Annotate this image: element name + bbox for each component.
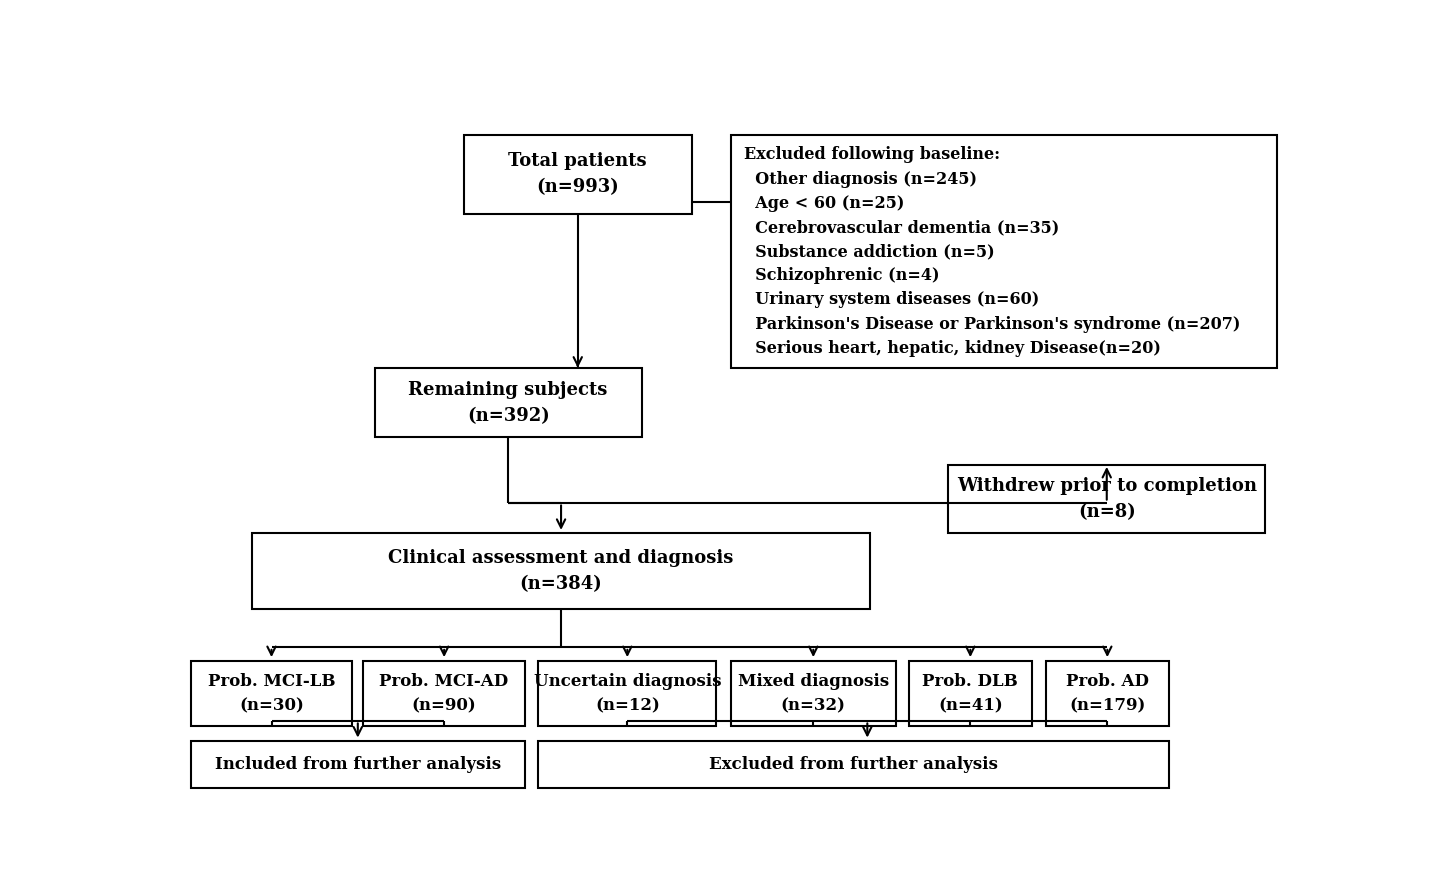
Text: Excluded from further analysis: Excluded from further analysis xyxy=(708,756,997,773)
Text: Prob. MCI-LB
(n=30): Prob. MCI-LB (n=30) xyxy=(208,672,335,714)
Bar xyxy=(375,369,642,438)
Text: Prob. MCI-AD
(n=90): Prob. MCI-AD (n=90) xyxy=(379,672,509,714)
Text: Included from further analysis: Included from further analysis xyxy=(214,756,502,773)
Text: Prob. AD
(n=179): Prob. AD (n=179) xyxy=(1066,672,1148,714)
Bar xyxy=(464,135,693,213)
Bar xyxy=(191,741,525,788)
Bar xyxy=(1046,661,1168,726)
Text: Excluded following baseline:
  Other diagnosis (n=245)
  Age < 60 (n=25)
  Cereb: Excluded following baseline: Other diagn… xyxy=(744,146,1240,356)
Bar xyxy=(191,661,352,726)
Text: Mixed diagnosis
(n=32): Mixed diagnosis (n=32) xyxy=(737,672,890,714)
Text: Clinical assessment and diagnosis
(n=384): Clinical assessment and diagnosis (n=384… xyxy=(388,549,734,593)
Bar xyxy=(539,661,717,726)
Bar xyxy=(539,741,1168,788)
Text: Uncertain diagnosis
(n=12): Uncertain diagnosis (n=12) xyxy=(533,672,721,714)
Bar xyxy=(731,661,895,726)
Text: Prob. DLB
(n=41): Prob. DLB (n=41) xyxy=(923,672,1019,714)
Text: Remaining subjects
(n=392): Remaining subjects (n=392) xyxy=(408,381,608,425)
Bar xyxy=(251,533,871,609)
Bar xyxy=(910,661,1032,726)
Bar xyxy=(364,661,525,726)
Bar xyxy=(731,135,1276,369)
Text: Total patients
(n=993): Total patients (n=993) xyxy=(509,153,647,196)
Text: Withdrew prior to completion
(n=8): Withdrew prior to completion (n=8) xyxy=(957,477,1257,521)
Bar xyxy=(948,464,1266,533)
